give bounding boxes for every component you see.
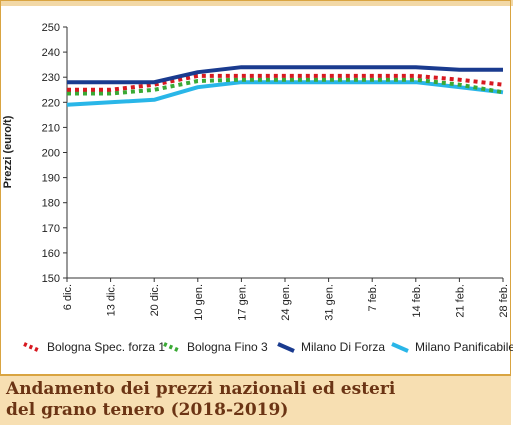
x-tick-label: 24 gen.	[280, 284, 292, 321]
y-tick-label: 180	[42, 198, 60, 210]
legend-swatch	[163, 342, 181, 353]
legend-item-3: Milano Panificabile	[390, 340, 513, 354]
legend-swatch	[23, 342, 41, 353]
caption-line-1: Andamento dei prezzi nazionali ed esteri	[6, 379, 396, 399]
x-tick-label: 7 feb.	[367, 284, 379, 312]
x-tick-label: 21 feb.	[454, 284, 466, 318]
series-line-1	[67, 77, 504, 96]
legend-label: Milano Panificabile	[415, 340, 513, 354]
y-tick-label: 150	[42, 273, 60, 285]
x-tick-label: 10 gen.	[193, 284, 205, 321]
legend-swatch	[277, 342, 295, 353]
x-tick-label: 13 dic.	[106, 284, 118, 316]
caption-line-2: del grano tenero (2018-2019)	[6, 400, 289, 420]
figure-caption: Andamento dei prezzi nazionali ed esteri…	[0, 374, 511, 425]
legend-swatch	[391, 342, 409, 353]
legend-item-2: Milano Di Forza	[276, 340, 385, 354]
y-tick-label: 230	[42, 72, 60, 84]
legend-item-0: Bologna Spec. forza 1	[22, 340, 165, 354]
y-tick-label: 200	[42, 148, 60, 160]
legend-label: Bologna Fino 3	[187, 340, 268, 354]
legend-label: Milano Di Forza	[301, 340, 386, 354]
y-tick-label: 170	[42, 223, 60, 235]
y-tick-label: 210	[42, 122, 60, 134]
legend-item-1: Bologna Fino 3	[162, 340, 268, 354]
x-axis: 6 dic. 13 dic. 20 dic. 10 gen. 17 gen. 24 gen…	[62, 277, 510, 321]
chart-legend: Bologna Spec. forza 1 Bologna Fino 3 Milan…	[0, 340, 513, 362]
top-rule	[0, 0, 513, 6]
series-line-3	[66, 80, 504, 107]
x-tick-label: 6 dic.	[62, 284, 74, 310]
y-axis: 150 160 170 180 190 200 210 220 230 240 250	[42, 22, 68, 285]
y-tick-label: 250	[42, 22, 60, 34]
y-axis-label: Prezzi (euro/t)	[2, 115, 14, 188]
x-tick-label: 28 feb.	[498, 284, 510, 318]
line-chart: 150 160 170 180 190 200 210 220 230 240 250 6 dic.…	[2, 22, 510, 321]
y-tick-label: 190	[42, 173, 60, 185]
y-tick-label: 160	[42, 248, 60, 260]
series-layer	[66, 65, 504, 107]
legend-label: Bologna Spec. forza 1	[47, 340, 166, 354]
x-tick-label: 14 feb.	[411, 284, 423, 318]
y-tick-label: 220	[42, 97, 60, 109]
series-line-2	[67, 65, 503, 85]
x-tick-label: 17 gen.	[236, 284, 248, 321]
x-tick-label: 31 gen.	[324, 284, 336, 321]
series-line-0	[67, 73, 504, 92]
y-tick-label: 240	[42, 47, 60, 59]
x-tick-label: 20 dic.	[149, 284, 161, 316]
